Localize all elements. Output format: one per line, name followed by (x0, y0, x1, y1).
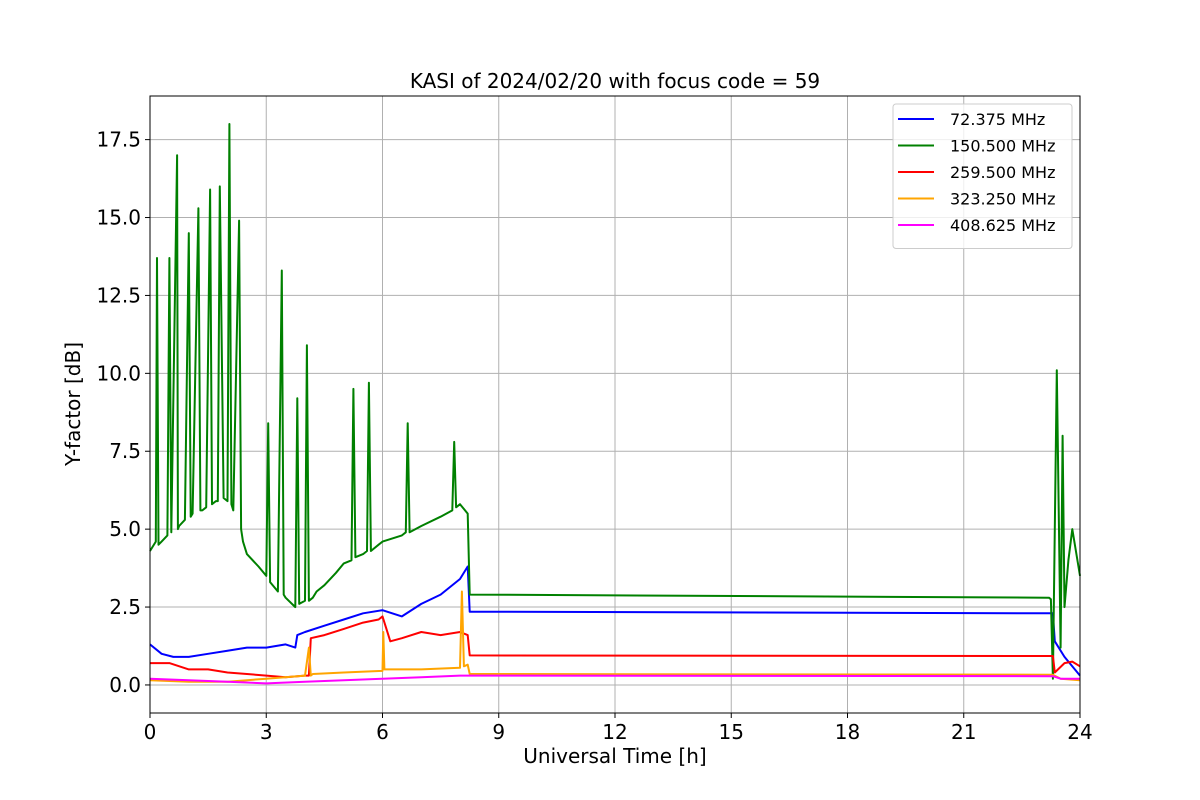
y-tick-label: 15.0 (96, 206, 141, 230)
y-tick-label: 12.5 (96, 283, 141, 307)
chart-title: KASI of 2024/02/20 with focus code = 59 (410, 69, 820, 93)
x-tick-label: 18 (835, 720, 860, 744)
x-tick-label: 3 (260, 720, 273, 744)
x-tick-label: 6 (376, 720, 389, 744)
legend: 72.375 MHz 150.500 MHz 259.500 MHz 323.250 … (892, 103, 1073, 249)
legend-label: 259.500 MHz (950, 163, 1055, 182)
series-line-5 (149, 674, 1080, 685)
x-tick-label: 21 (951, 720, 976, 744)
y-tick-label: 0.0 (109, 673, 141, 697)
x-tick-label: 0 (144, 720, 157, 744)
series-layer (149, 123, 1081, 685)
ticks: 0 3 6 9 12 15 18 21 24 0.0 2.5 5.0 7.5 10.0 12.5 15.0 17… (96, 128, 1092, 744)
series-line-2 (149, 123, 1081, 680)
x-tick-label: 24 (1067, 720, 1092, 744)
y-tick-label: 5.0 (109, 517, 141, 541)
series-line-3 (150, 615, 1081, 679)
legend-label: 72.375 MHz (950, 110, 1045, 129)
legend-label: 150.500 MHz (950, 137, 1055, 156)
x-tick-label: 15 (719, 720, 744, 744)
legend-label: 323.250 MHz (950, 190, 1055, 209)
x-tick-label: 9 (492, 720, 505, 744)
y-tick-label: 7.5 (109, 439, 141, 463)
series-line-4 (149, 590, 1081, 683)
x-tick-label: 12 (602, 720, 627, 744)
legend-box (892, 103, 1073, 249)
series-line-1 (149, 565, 1081, 677)
y-tick-label: 2.5 (109, 595, 141, 619)
x-axis-label: Universal Time [h] (523, 744, 706, 768)
y-tick-label: 10.0 (96, 361, 141, 385)
y-tick-label: 17.5 (96, 128, 141, 152)
y-axis-label: Y-factor [dB] (61, 342, 85, 467)
legend-label: 408.625 MHz (950, 216, 1055, 235)
